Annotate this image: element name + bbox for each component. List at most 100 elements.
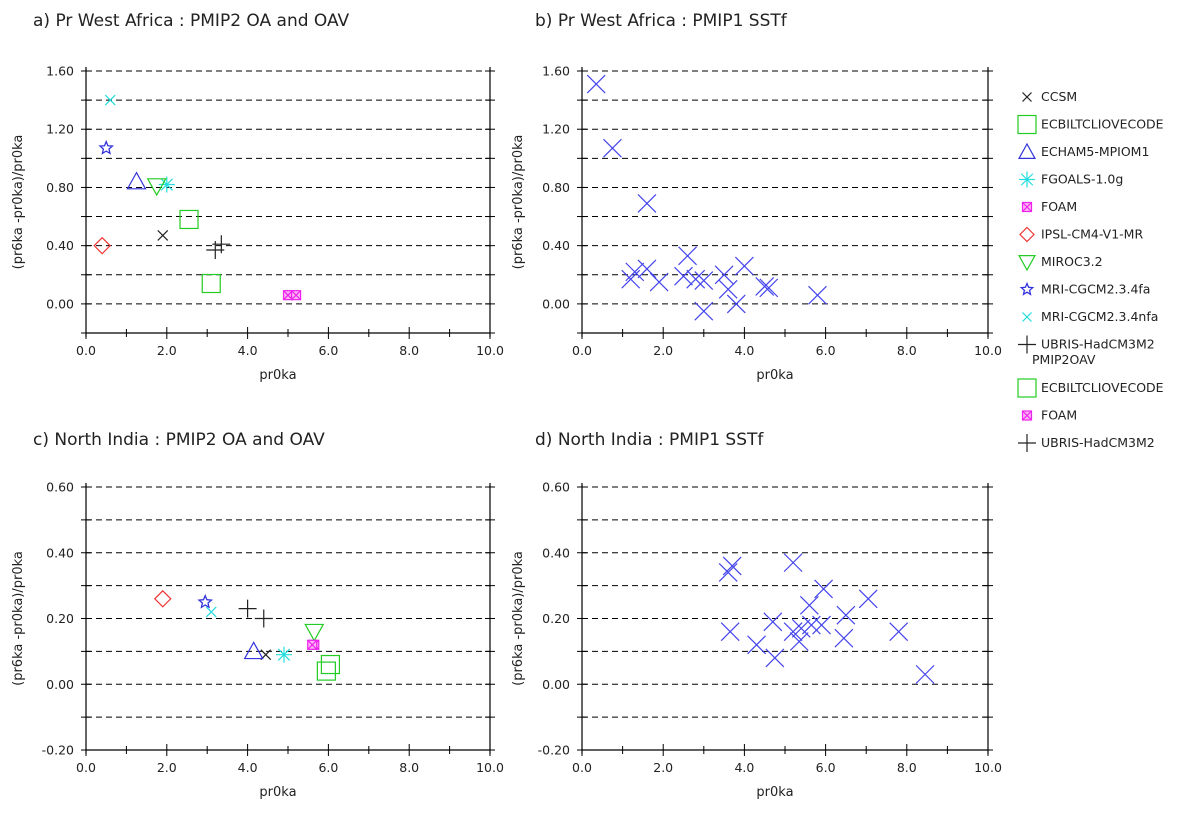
- y-tick-label: 0.40: [542, 545, 570, 560]
- data-point: [718, 279, 738, 299]
- y-tick-label: 0.40: [542, 238, 570, 253]
- legend-label: IPSL-CM4-V1-MR: [1041, 227, 1143, 242]
- data-point: [718, 563, 738, 582]
- panel-title: b) Pr West Africa : PMIP1 SSTf: [535, 11, 788, 31]
- legend-label: MRI-CGCM2.3.4nfa: [1041, 309, 1158, 324]
- legend: CCSM ECBILTCLIOVECODE ECHAM5-MPIOM1 FGOALS-…: [1017, 89, 1164, 452]
- legend-marker: [1022, 92, 1032, 102]
- x-tick-label: 4.0: [734, 760, 754, 775]
- data-point: [197, 593, 213, 609]
- x-tick-label: 10.0: [974, 760, 1002, 775]
- data-point: [649, 272, 669, 292]
- data-point: [789, 632, 809, 651]
- data-point: [755, 276, 775, 296]
- legend-label: ECHAM5-MPIOM1: [1041, 144, 1149, 159]
- y-tick-label: 1.60: [542, 64, 570, 79]
- panel-c: c) North India : PMIP2 OA and OAV-0.200.…: [11, 430, 504, 800]
- data-point: [734, 256, 754, 276]
- data-point: [714, 265, 734, 285]
- y-tick-label: 0.00: [542, 677, 570, 692]
- x-tick-label: 8.0: [399, 343, 419, 358]
- x-tick-label: 0.0: [76, 760, 96, 775]
- legend-label: UBRIS-HadCM3M2: [1041, 435, 1155, 450]
- data-point: [836, 605, 856, 625]
- x-tick-label: 0.0: [76, 343, 96, 358]
- legend-subheading: PMIP2OAV: [1032, 352, 1096, 367]
- data-point: [686, 269, 706, 289]
- data-point: [290, 290, 302, 301]
- data-point: [915, 664, 935, 684]
- x-tick-label: 6.0: [318, 343, 338, 358]
- panel-a: a) Pr West Africa : PMIP2 OA and OAV0.00…: [11, 11, 504, 383]
- data-point: [625, 262, 645, 282]
- x-axis-label: pr0ka: [756, 368, 793, 383]
- data-point: [801, 615, 821, 635]
- data-point: [603, 138, 622, 158]
- legend-label: CCSM: [1041, 89, 1077, 104]
- x-tick-label: 8.0: [399, 760, 419, 775]
- data-point: [783, 553, 803, 573]
- legend-marker: [1021, 201, 1033, 213]
- y-tick-label: 1.20: [542, 122, 570, 137]
- data-point: [678, 246, 697, 266]
- data-point: [763, 612, 783, 632]
- legend-label: UBRIS-HadCM3M2: [1041, 337, 1155, 352]
- data-point: [316, 661, 336, 681]
- data-point: [637, 259, 657, 279]
- legend-label: ECBILTCLIOVECODE: [1041, 380, 1164, 395]
- x-tick-label: 8.0: [897, 760, 917, 775]
- data-point: [307, 639, 318, 650]
- data-point: [254, 609, 273, 628]
- y-tick-label: -0.20: [538, 743, 570, 758]
- data-point: [179, 209, 199, 230]
- legend-label: FOAM: [1041, 199, 1077, 214]
- y-axis-label: (pr6ka -pr0ka)/pr0ka: [511, 135, 526, 270]
- y-tick-label: -0.20: [42, 743, 74, 758]
- data-point: [834, 628, 854, 648]
- data-point: [158, 176, 175, 193]
- legend-label: ECBILTCLIOVECODE: [1041, 117, 1164, 132]
- legend-marker: [1017, 114, 1037, 135]
- panel-title: c) North India : PMIP2 OA and OAV: [33, 430, 325, 450]
- y-tick-label: 0.60: [46, 480, 74, 495]
- data-point: [791, 618, 811, 638]
- data-point: [726, 294, 746, 314]
- x-tick-label: 2.0: [157, 343, 177, 358]
- data-point: [153, 589, 172, 608]
- data-point: [759, 278, 779, 298]
- x-tick-label: 2.0: [653, 760, 673, 775]
- y-tick-label: 0.20: [542, 611, 570, 626]
- panel-title: d) North India : PMIP1 SSTf: [535, 430, 764, 450]
- x-tick-label: 4.0: [238, 343, 258, 358]
- x-tick-label: 4.0: [734, 343, 754, 358]
- y-tick-label: 0.00: [46, 296, 74, 311]
- y-tick-label: 1.60: [46, 64, 74, 79]
- legend-marker: [1018, 434, 1036, 452]
- data-point: [304, 623, 325, 642]
- data-point: [206, 241, 225, 260]
- y-tick-label: 0.40: [46, 545, 74, 560]
- data-point: [126, 171, 147, 190]
- legend-label: MIROC3.2: [1041, 254, 1103, 269]
- x-tick-label: 10.0: [476, 343, 504, 358]
- x-axis-label: pr0ka: [259, 368, 296, 383]
- y-axis-label: (pr6ka -pr0ka)/pr0ka: [11, 551, 26, 686]
- legend-marker: [1019, 171, 1035, 188]
- y-tick-label: 1.20: [46, 122, 74, 137]
- data-point: [238, 599, 257, 618]
- panel-b: b) Pr West Africa : PMIP1 SSTf 0.00 0.40 0.…: [511, 11, 1002, 383]
- y-tick-label: 0.00: [542, 296, 570, 311]
- data-point: [93, 236, 112, 255]
- legend-label: FGOALS-1.0g: [1041, 172, 1123, 187]
- data-point: [637, 194, 657, 213]
- data-point: [720, 622, 740, 642]
- legend-marker: [1018, 335, 1036, 354]
- data-point: [799, 595, 819, 615]
- data-point: [812, 615, 831, 635]
- x-tick-label: 6.0: [318, 760, 338, 775]
- x-tick-label: 2.0: [653, 343, 673, 358]
- x-tick-label: 10.0: [476, 760, 504, 775]
- data-point: [586, 74, 606, 94]
- legend-marker: [1019, 281, 1035, 296]
